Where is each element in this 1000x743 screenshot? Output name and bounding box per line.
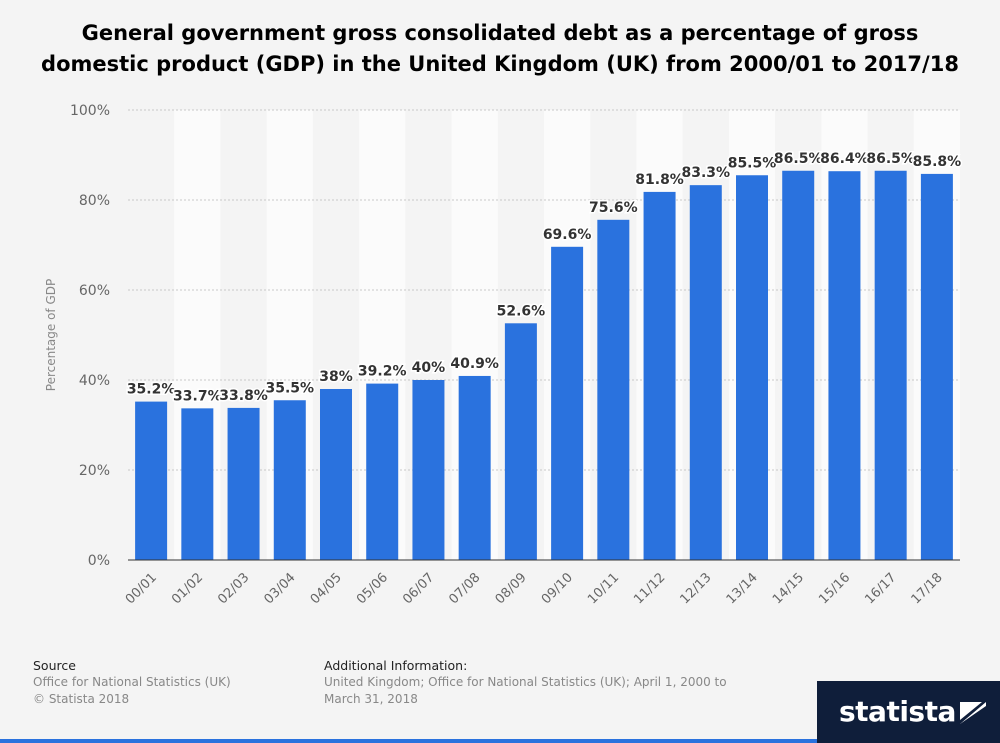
x-tick-label: 14/15 [770, 570, 807, 607]
bar[interactable] [181, 408, 214, 560]
bar[interactable] [412, 380, 445, 560]
x-tick-label: 10/11 [585, 570, 622, 607]
value-label: 39.2% [358, 364, 407, 380]
bar[interactable] [504, 323, 537, 560]
x-tick-label: 13/14 [724, 570, 761, 607]
copyright-text: © Statista 2018 [33, 692, 130, 706]
y-tick-label: 80% [79, 193, 110, 209]
bar[interactable] [782, 170, 815, 560]
x-tick-label: 15/16 [816, 570, 853, 607]
x-tick-label: 00/01 [123, 570, 160, 607]
bar[interactable] [458, 375, 491, 560]
value-label: 81.8% [635, 172, 684, 188]
y-axis-ticks: 0% 20% 40% 60% 80% 100% [70, 103, 110, 569]
x-tick-label: 05/06 [354, 570, 391, 607]
value-label: 35.2% [127, 382, 176, 398]
x-tick-label: 16/17 [862, 570, 899, 607]
x-axis-ticks: 00/01 01/02 02/03 03/04 04/05 05/06 06/07 07/08… [123, 570, 946, 607]
grid-lines [128, 109, 960, 471]
x-tick-label: 07/08 [446, 570, 483, 607]
bar[interactable] [874, 170, 907, 560]
value-label: 40.9% [450, 356, 499, 372]
x-tick-label: 02/03 [215, 570, 252, 607]
value-label: 85.5% [728, 155, 777, 171]
x-tick-label: 12/13 [678, 570, 715, 607]
bar[interactable] [689, 185, 722, 560]
x-tick-label: 11/12 [631, 570, 668, 607]
source-heading: Source [33, 658, 76, 673]
chart-title: General government gross consolidated de… [41, 21, 959, 76]
value-label: 85.8% [913, 154, 962, 170]
bar[interactable] [736, 175, 768, 560]
bar[interactable] [135, 401, 168, 560]
value-label: 86.5% [866, 151, 915, 167]
source-block: Source Office for National Statistics (U… [33, 657, 231, 708]
info-text-line2: March 31, 2018 [324, 692, 418, 706]
bar[interactable] [643, 191, 676, 560]
statista-logo[interactable]: statista [817, 681, 1000, 743]
value-label: 38% [319, 369, 353, 385]
x-tick-label: 03/04 [262, 570, 299, 607]
value-label: 86.4% [820, 151, 869, 167]
y-tick-label: 40% [79, 373, 110, 389]
bar[interactable] [320, 389, 352, 560]
x-tick-label: 17/18 [909, 570, 946, 607]
bars [135, 170, 953, 561]
statista-mark-icon [960, 702, 986, 724]
y-tick-label: 0% [88, 553, 110, 569]
y-axis-label: Percentage of GDP [44, 279, 58, 391]
x-tick-label: 01/02 [169, 570, 206, 607]
value-label: 33.8% [219, 388, 268, 404]
value-label: 86.5% [774, 151, 823, 167]
info-heading: Additional Information: [324, 658, 468, 673]
source-text[interactable]: Office for National Statistics (UK) [33, 675, 231, 689]
logo-text: statista [839, 695, 956, 728]
bar[interactable] [273, 400, 306, 560]
value-label: 75.6% [589, 200, 638, 216]
value-label: 83.3% [681, 165, 730, 181]
value-labels: 35.2%33.7%33.8%35.5% 38% 39.2% 40% 40.9% 52.6… [125, 149, 962, 406]
value-label: 40% [412, 360, 446, 376]
bar[interactable] [920, 173, 953, 560]
x-tick-label: 06/07 [400, 570, 437, 607]
bar[interactable] [828, 171, 861, 560]
y-tick-label: 100% [70, 103, 110, 119]
x-tick-label: 09/10 [539, 570, 576, 607]
y-tick-label: 60% [79, 283, 110, 299]
info-text-line1: United Kingdom; Office for National Stat… [324, 675, 727, 689]
value-label: 33.7% [173, 388, 222, 404]
bar[interactable] [551, 246, 584, 561]
value-label: 69.6% [543, 227, 592, 243]
y-tick-label: 20% [79, 463, 110, 479]
x-tick-label: 08/09 [493, 570, 530, 607]
bar[interactable] [597, 219, 630, 561]
bar-chart: 0%20%40%60%80%100% 35.2%33.7%33.8%35.5%3… [44, 103, 963, 607]
bar[interactable] [227, 407, 260, 560]
bottom-accent-line [0, 739, 817, 743]
value-label: 52.6% [497, 303, 546, 319]
value-label: 35.5% [265, 380, 314, 396]
x-tick-label: 04/05 [308, 570, 345, 607]
bar[interactable] [366, 383, 399, 560]
additional-info-block: Additional Information: United Kingdom; … [324, 657, 727, 708]
